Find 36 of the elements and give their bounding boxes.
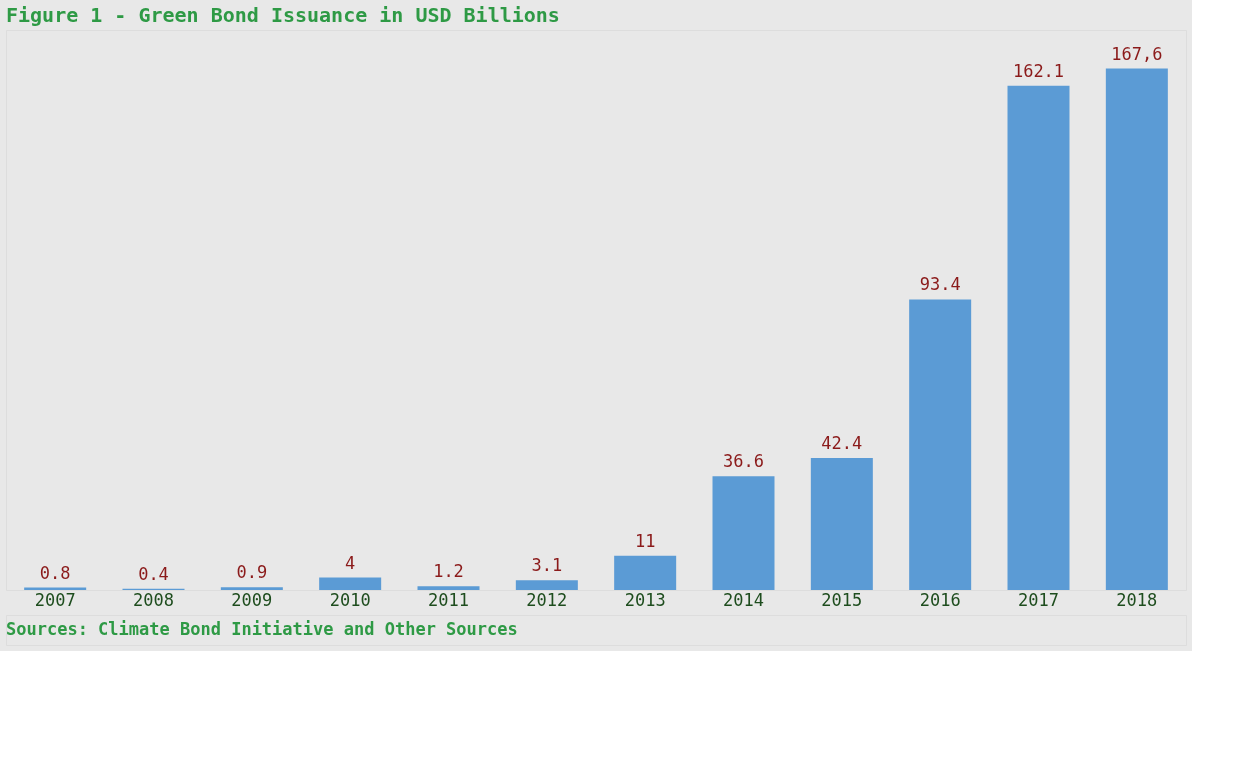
bar: [909, 299, 972, 590]
x-tick-label: 2009: [231, 589, 273, 610]
x-tick-label: 2015: [821, 589, 863, 610]
data-label: 1.2: [433, 561, 464, 582]
x-tick-label: 2013: [624, 589, 666, 610]
bar: [712, 476, 775, 590]
x-tick-label: 2008: [133, 589, 174, 610]
data-label: 167,6: [1111, 43, 1163, 64]
x-tick-label: 2017: [1018, 589, 1059, 610]
bar: [515, 580, 578, 590]
data-label: 42.4: [821, 433, 863, 454]
bar: [614, 555, 677, 590]
x-tick-label: 2011: [428, 589, 469, 610]
data-label: 3.1: [531, 555, 563, 576]
bar: [220, 587, 283, 590]
source-note: Sources: Climate Bond Initiative and Other Sources: [6, 619, 518, 639]
data-label: 11: [634, 530, 656, 551]
bar: [810, 458, 873, 590]
chart-title: Figure 1 - Green Bond Issuance in USD Billions: [6, 3, 560, 27]
x-tick-label: 2010: [329, 589, 371, 610]
data-label: 36.6: [723, 451, 764, 472]
data-label: 0.9: [236, 562, 268, 583]
data-label: 4: [345, 552, 356, 573]
x-tick-label: 2018: [1116, 589, 1158, 610]
data-label: 93.4: [919, 274, 961, 295]
data-label: 0.8: [39, 562, 71, 583]
x-tick-label: 2014: [723, 589, 764, 610]
bar: [1105, 68, 1168, 590]
bar: [1007, 85, 1070, 590]
bar: [417, 586, 480, 590]
data-label: 162.1: [1012, 60, 1065, 81]
x-tick-label: 2016: [919, 589, 961, 610]
x-tick-label: 2012: [526, 589, 568, 610]
x-tick-label: 2007: [34, 589, 76, 610]
bar: [319, 577, 382, 590]
data-label: 0.4: [138, 563, 169, 584]
